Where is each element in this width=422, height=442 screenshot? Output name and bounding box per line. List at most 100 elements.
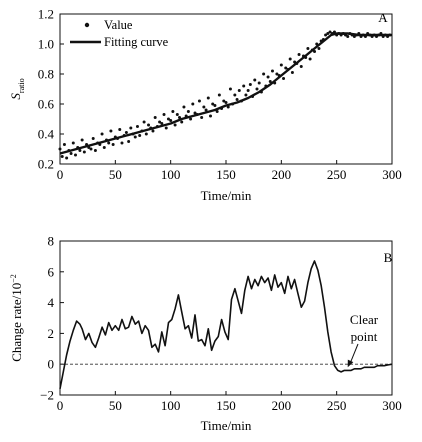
panel-b-x-tick-label: 200 [272,398,292,413]
clear-point-arrowhead [347,359,354,368]
value-point [270,69,274,73]
value-point [175,113,179,116]
value-point [290,71,294,74]
panel-a-y-tick-label: 1.2 [38,7,54,22]
value-point [120,141,124,145]
value-point [193,111,197,115]
value-point [237,89,241,92]
value-point [166,117,170,121]
value-point [299,65,303,68]
value-point [142,120,146,124]
panel-a-y-label: Sratio [8,78,26,99]
value-point [228,87,232,91]
panel-a-x-tick-label: 300 [382,167,402,182]
panel-a-y-tick-label: 1.0 [38,37,54,52]
value-point [324,33,328,37]
value-point [69,152,73,155]
value-point [255,87,259,91]
value-point [217,93,221,97]
value-point [118,128,122,131]
value-point [233,93,237,97]
panel-a-y-label-subscript: ratio [17,78,26,93]
legend-value-label: Value [104,18,133,32]
value-point [62,143,66,146]
value-point [284,66,288,70]
value-point [138,134,142,137]
value-point [111,143,115,146]
value-point [186,110,190,113]
value-point [78,149,82,152]
clear-point-arrow [349,343,359,365]
value-point [189,117,193,121]
value-point [242,84,246,88]
value-point [173,123,177,127]
value-point [197,99,201,103]
legend-value-marker [84,22,90,28]
value-point [246,89,250,92]
value-point [171,110,175,113]
panel-b-x-tick-label: 100 [161,398,181,413]
value-point [102,146,106,149]
value-point [224,101,228,104]
value-point [266,75,270,79]
panel-a-x-tick-label: 150 [216,167,236,182]
panel-a-label: A [378,10,388,25]
value-point [200,116,204,119]
value-point [153,116,157,119]
panel-b-x-tick-label: 50 [109,398,122,413]
value-point [100,132,104,136]
value-point [204,108,208,112]
value-point [248,83,252,86]
panel-a-y-tick-label: 0.4 [38,127,55,142]
panel-b-change-rate-line [59,260,393,389]
value-point [151,129,155,133]
value-point [328,30,332,34]
panel-b-y-label-main: Change rate/10 [9,283,24,362]
panel-b-x-tick-label: 0 [57,398,64,413]
value-point [89,147,93,151]
value-point [191,102,195,106]
clear-point-annotation: Clear point [347,312,379,368]
value-point [288,57,292,61]
value-point [211,102,215,106]
panel-b-x-tick-label: 300 [382,398,402,413]
value-point [282,77,286,80]
value-point [60,155,64,158]
clear-point-label-line-1: Clear [350,312,379,327]
panel-a-x-tick-label: 250 [327,167,347,182]
value-point [109,129,113,133]
panel-a-x-tick-label: 100 [161,167,181,182]
value-point [235,98,239,101]
value-point [279,63,283,67]
value-point [107,141,111,145]
value-point [65,156,69,160]
panel-a-ticks: 0 50 100 150 200 250 300 0.2 0.4 0.6 0.8 1.0 1.2 [38,7,402,183]
panel-a: 0 50 100 150 200 250 300 0.2 0.4 0.6 0.8 1.0 1.2 Tim… [8,7,402,204]
panel-b-y-tick-label: 4 [48,295,55,310]
value-point [127,140,131,143]
value-point [178,116,182,119]
panel-a-y-tick-label: 0.6 [38,97,55,112]
value-point [147,123,151,127]
value-point [58,147,62,151]
value-point [352,35,356,38]
clear-point-label-line-2: point [351,329,378,344]
panel-a-y-tick-label: 0.8 [38,67,54,82]
value-point [133,135,137,139]
panel-b-x-tick-label: 250 [327,398,347,413]
panel-a-x-tick-label: 0 [57,167,64,182]
value-point [180,120,184,124]
value-point [162,113,166,116]
value-point [182,105,186,109]
panel-b-y-tick-label: 2 [48,326,55,341]
value-point [135,125,139,128]
value-point [124,131,128,134]
value-point [257,81,261,85]
panel-b-y-tick-label: 6 [48,264,55,279]
value-point [169,119,173,122]
panel-b-x-tick-label: 150 [216,398,236,413]
value-point [206,96,210,100]
panel-a-fitting-curve [59,32,392,155]
